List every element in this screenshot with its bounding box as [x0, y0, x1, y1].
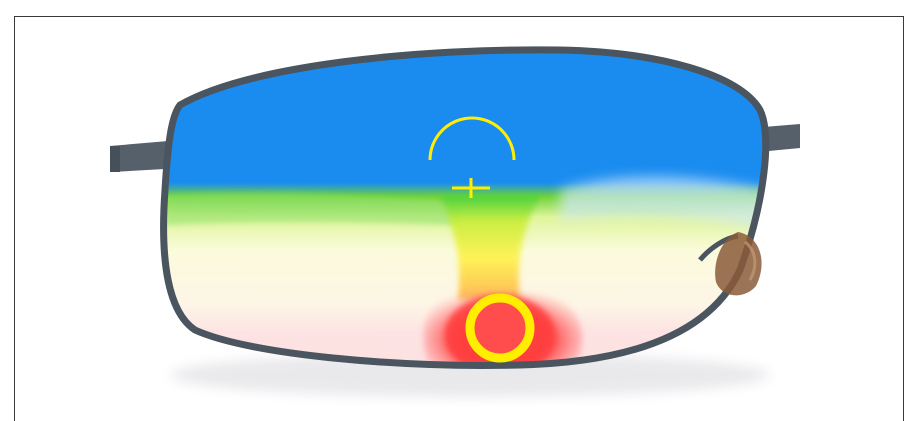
intermediate-band-left	[165, 193, 460, 225]
lens-shadow	[170, 353, 770, 397]
fitting-cross-icon	[452, 178, 490, 198]
peripheral-blend-right	[560, 176, 766, 230]
progression-corridor	[440, 195, 540, 300]
nose-pad-highlight	[744, 240, 757, 281]
lens-frame-rim	[160, 46, 770, 369]
image-border	[14, 16, 904, 421]
distance-reference-arc-icon	[428, 116, 516, 161]
near-reference-ring-icon	[465, 293, 535, 363]
lens-zone-map	[163, 49, 766, 366]
left-temple-end	[110, 146, 120, 172]
